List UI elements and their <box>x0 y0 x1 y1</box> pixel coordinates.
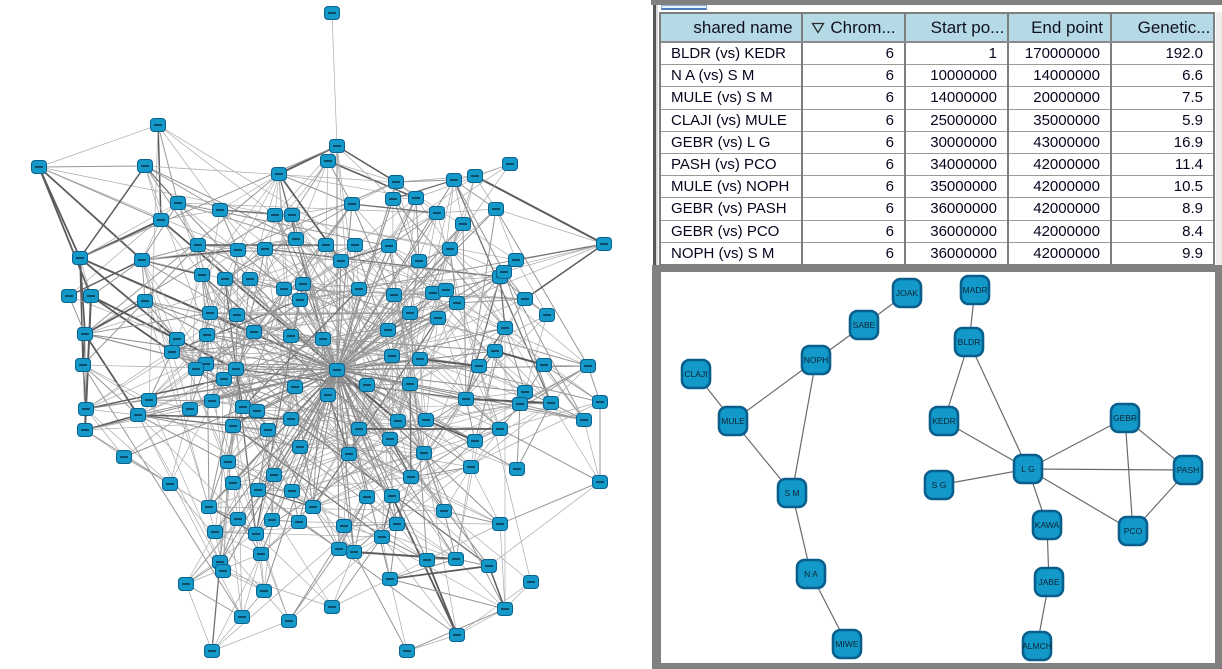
svg-text:KEDR: KEDR <box>932 416 956 426</box>
svg-text:SABE: SABE <box>853 320 876 330</box>
svg-text:L G: L G <box>1021 464 1034 474</box>
svg-text:JOAK: JOAK <box>896 288 919 298</box>
svg-text:PASH: PASH <box>1177 465 1200 475</box>
svg-text:GEBR: GEBR <box>1113 413 1137 423</box>
svg-text:JABE: JABE <box>1038 577 1060 587</box>
svg-text:BLDR: BLDR <box>958 337 981 347</box>
svg-text:NOPH: NOPH <box>804 355 829 365</box>
svg-text:PCO: PCO <box>1124 526 1143 536</box>
svg-text:N A: N A <box>804 569 818 579</box>
svg-text:ALMCH: ALMCH <box>1022 641 1052 651</box>
svg-text:CLAJI: CLAJI <box>684 369 707 379</box>
svg-text:MADR: MADR <box>962 285 987 295</box>
svg-text:S G: S G <box>932 480 947 490</box>
svg-text:MIWE: MIWE <box>835 639 858 649</box>
svg-text:KAWA: KAWA <box>1035 520 1060 530</box>
svg-text:MULE: MULE <box>721 416 745 426</box>
svg-text:S M: S M <box>784 488 799 498</box>
